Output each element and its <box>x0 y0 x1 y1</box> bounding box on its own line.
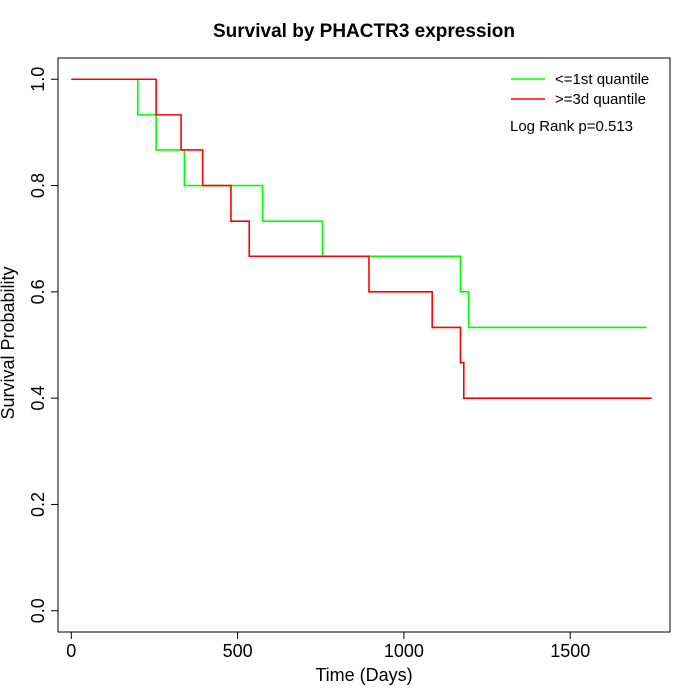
log-rank-annotation: Log Rank p=0.513 <box>510 118 633 135</box>
x-axis-label: Time (Days) <box>315 665 412 685</box>
y-axis-label: Survival Probability <box>0 266 18 419</box>
chart-title: Survival by PHACTR3 expression <box>213 21 515 42</box>
series-line-2 <box>71 78 652 399</box>
legend-label-1: <=1st quantile <box>555 71 649 88</box>
series-line-1 <box>71 78 647 329</box>
x-tick-label: 0 <box>66 641 76 661</box>
y-tick-label: 0.6 <box>28 279 48 304</box>
y-tick-label: 0.8 <box>28 173 48 198</box>
y-tick-label: 0.4 <box>28 386 48 411</box>
legend-label-2: >=3d quantile <box>555 91 646 108</box>
y-tick-label: 1.0 <box>28 67 48 92</box>
x-tick-label: 1000 <box>384 641 424 661</box>
x-tick-label: 500 <box>223 641 253 661</box>
legend: <=1st quantile >=3d quantile <box>511 71 649 108</box>
x-tick-label: 1500 <box>550 641 590 661</box>
y-tick-label: 0.0 <box>28 598 48 623</box>
y-axis: 0.0 0.2 0.4 0.6 0.8 1.0 <box>28 67 59 623</box>
y-tick-label: 0.2 <box>28 492 48 517</box>
x-axis: 0 500 1000 1500 <box>66 631 590 661</box>
series-layer <box>71 78 652 399</box>
